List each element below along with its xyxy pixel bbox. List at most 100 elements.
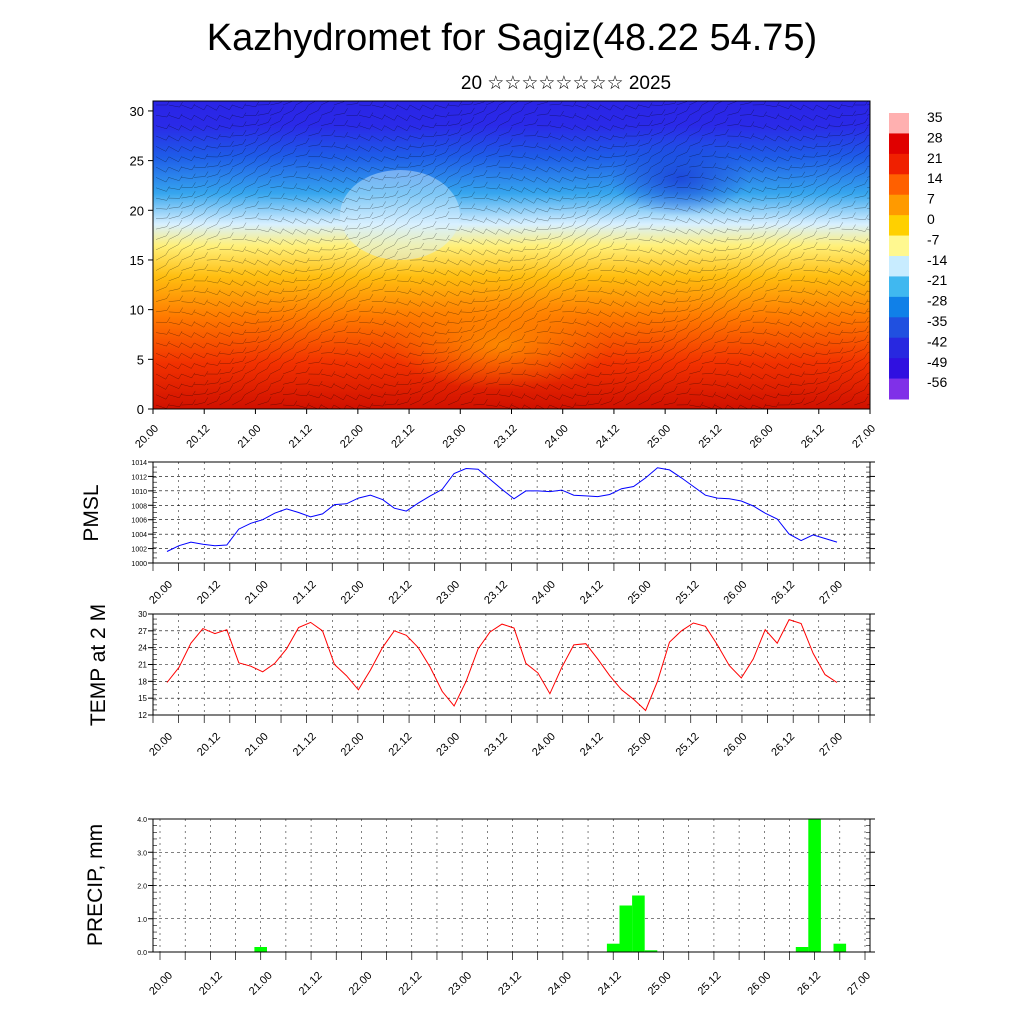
wind-barb [358,260,373,271]
wind-barb [549,110,564,117]
wind-barb [447,109,463,116]
wind-barb [193,229,208,240]
wind-barb [232,130,247,137]
wind-barb [803,311,817,318]
wind-barb [168,135,182,142]
wind-barb [600,311,614,318]
wind-barb [625,167,639,178]
wind-barb [752,134,767,141]
wind-barb [257,363,271,375]
wind-barb [689,137,703,147]
wind-barb [308,264,323,271]
wind-barb [181,297,196,303]
wind-barb [155,166,169,173]
wind-barb [358,239,373,251]
wind-barb [320,208,335,214]
x-tick-label: 25.00 [626,579,654,607]
wind-barb [828,187,842,199]
wind-barb [232,301,246,308]
wind-barb [701,115,716,126]
wind-barb [422,366,437,375]
wind-barb [600,208,614,220]
wind-barb [752,204,767,210]
wind-barb [587,262,602,271]
wind-barb [397,135,411,141]
wind-barb [689,218,703,225]
wind-barb [473,387,488,395]
wind-barb [346,327,361,334]
wind-barb [841,319,856,325]
wind-barb [739,232,755,240]
wind-barb [346,351,361,357]
wind-barb [486,401,501,407]
wind-barb [257,136,271,147]
wind-barb [473,314,488,323]
wind-barb [574,229,588,240]
wind-barb [473,158,488,168]
wind-barb [282,195,297,201]
wind-barb [511,187,525,193]
wind-barb [562,373,576,380]
wind-barb [435,223,450,230]
wind-barb [778,285,793,292]
wind-barb [536,404,550,409]
wind-barb [828,257,843,264]
wind-barb [854,126,868,137]
wind-barb [777,229,792,240]
wind-barb [244,119,260,126]
wind-barb [663,107,678,116]
wind-barb [625,356,640,364]
wind-barb [841,270,855,276]
wind-barb [346,134,361,140]
wind-barb [232,103,246,109]
wind-barb [562,229,576,240]
colorbar-label: -21 [927,272,947,288]
wind-barb [422,209,437,220]
wind-barb [854,316,869,323]
heatmap-y-tick-label: 15 [130,253,144,268]
y-tick-label: 3.0 [137,850,147,857]
wind-barb [739,384,753,390]
wind-barb [816,141,831,147]
wind-barb [422,122,437,129]
wind-barb [155,317,171,323]
wind-barb [663,333,678,344]
wind-barb [651,259,665,266]
wind-barb [613,267,628,273]
wind-barb [206,342,221,348]
wind-barb [524,261,538,271]
wind-barb [828,394,842,406]
wind-barb [270,216,285,223]
wind-barb [625,148,640,157]
wind-barb [155,212,171,220]
temp-grid [152,613,871,716]
wind-barb [536,206,551,213]
wind-barb [600,241,615,251]
wind-barb [587,199,602,209]
colorbar-swatch [889,174,909,196]
wind-barb [397,104,411,111]
wind-barb [562,318,577,324]
heatmap-x-tick-label: 24.12 [594,423,622,451]
wind-barb [701,333,716,344]
wind-barb [676,278,691,284]
wind-barb [460,333,475,344]
wind-barb [359,393,373,400]
wind-barb [485,332,500,344]
wind-barb [435,111,450,118]
wind-barb [777,146,792,152]
wind-barb [587,371,602,378]
y-tick-label: 30 [138,610,147,619]
wind-barb [486,195,501,202]
wind-barb [359,282,373,292]
wind-barb [181,199,196,209]
wind-barb [346,177,360,183]
wind-barb [409,254,425,261]
wind-barb [778,297,793,303]
wind-barb [181,182,196,189]
wind-barb [359,212,374,220]
wind-barb [447,136,462,147]
wind-barb [511,345,526,354]
wind-barb [549,186,563,193]
wind-barb [651,290,665,297]
